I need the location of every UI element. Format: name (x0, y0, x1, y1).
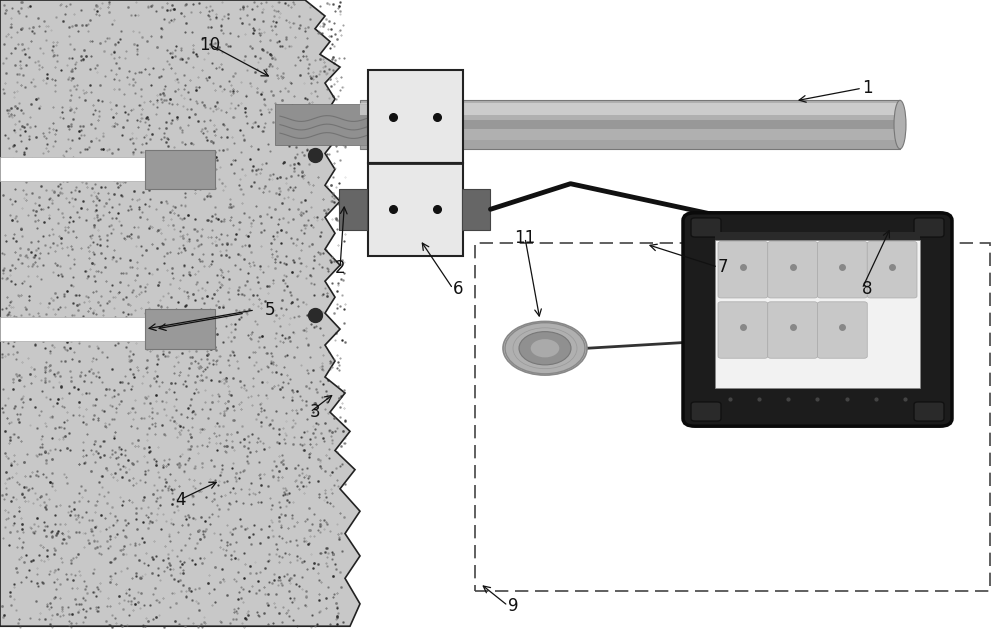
Bar (715, 232, 920, 240)
Circle shape (503, 321, 587, 375)
Circle shape (519, 332, 571, 365)
Bar (475, 243, 990, 591)
FancyBboxPatch shape (691, 402, 721, 421)
Ellipse shape (894, 100, 906, 149)
Text: 10: 10 (199, 36, 221, 54)
Bar (0, 157, 215, 181)
FancyBboxPatch shape (691, 218, 721, 237)
Bar (462, 189, 490, 230)
Text: 9: 9 (508, 597, 518, 615)
Bar (145, 309, 215, 349)
Text: 6: 6 (453, 280, 464, 298)
Circle shape (531, 339, 559, 357)
FancyBboxPatch shape (683, 213, 952, 426)
FancyBboxPatch shape (818, 242, 867, 298)
Text: 2: 2 (335, 259, 345, 277)
Bar (715, 240, 920, 388)
Bar (368, 163, 462, 256)
Bar (360, 100, 900, 149)
FancyBboxPatch shape (914, 218, 944, 237)
Text: 7: 7 (718, 258, 728, 276)
Text: 4: 4 (175, 491, 185, 509)
Bar (360, 141, 900, 149)
Text: 1: 1 (862, 79, 873, 97)
Bar (0, 317, 215, 341)
Bar (145, 150, 215, 189)
Text: 3: 3 (310, 403, 321, 421)
Text: 5: 5 (265, 301, 276, 319)
FancyBboxPatch shape (768, 242, 817, 298)
Bar (360, 103, 900, 115)
Polygon shape (0, 0, 360, 626)
Circle shape (505, 323, 585, 374)
Bar (339, 189, 367, 230)
Bar (275, 104, 370, 145)
FancyBboxPatch shape (867, 242, 917, 298)
Bar (360, 119, 900, 130)
FancyBboxPatch shape (718, 242, 768, 298)
FancyBboxPatch shape (818, 302, 867, 358)
Text: 11: 11 (514, 229, 536, 247)
FancyBboxPatch shape (768, 302, 817, 358)
Bar (368, 70, 462, 163)
FancyBboxPatch shape (914, 402, 944, 421)
Text: 8: 8 (862, 280, 872, 298)
FancyBboxPatch shape (718, 302, 768, 358)
